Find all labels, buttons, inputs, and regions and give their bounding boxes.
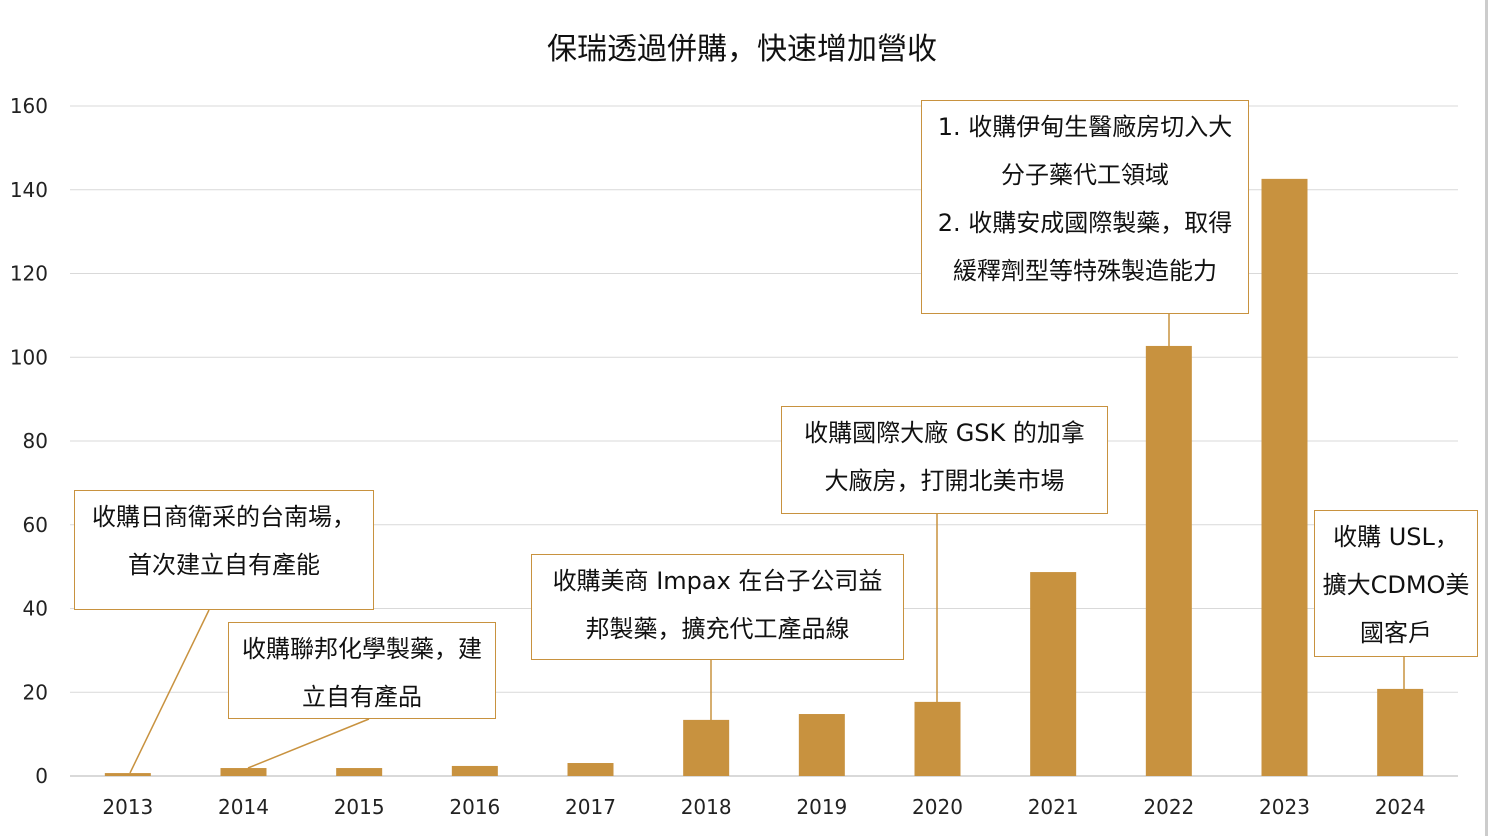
bar-2016	[451, 765, 498, 776]
annotation-2020: 收購國際大廠 GSK 的加拿 大廠房，打開北美市場	[781, 406, 1108, 514]
x-tick-label: 2014	[218, 795, 269, 819]
annotation-line: 1. 收購伊甸生醫廠房切入大	[937, 113, 1233, 141]
x-tick-label: 2013	[102, 795, 153, 819]
bar-2019	[798, 714, 845, 776]
annotation-2018: 收購美商 Impax 在台子公司益 邦製藥，擴充代工產品線	[531, 554, 904, 660]
bar-2022	[1145, 345, 1192, 776]
y-tick-label: 120	[10, 262, 48, 286]
annotation-line: 國客戶	[1360, 619, 1432, 647]
x-tick-label: 2018	[681, 795, 732, 819]
x-tick-label: 2024	[1375, 795, 1426, 819]
bar-2023	[1261, 178, 1308, 777]
bar-2018	[683, 719, 730, 776]
y-tick-label: 160	[10, 94, 48, 118]
y-tick-label: 60	[23, 513, 48, 537]
x-tick-label: 2023	[1259, 795, 1310, 819]
bar-2013	[104, 773, 151, 776]
y-tick-label: 140	[10, 178, 48, 202]
annotation-2024: 收購 USL， 擴大CDMO美 國客戶	[1314, 510, 1478, 657]
y-tick-label: 80	[23, 429, 48, 453]
annotation-line: 邦製藥，擴充代工產品線	[585, 615, 850, 643]
annotation-line: 立自有產品	[302, 683, 422, 711]
x-tick-label: 2017	[565, 795, 616, 819]
annotation-2022: 1. 收購伊甸生醫廠房切入大 分子藥代工領域 2. 收購安成國際製藥，取得 緩釋劑型等…	[921, 100, 1249, 314]
bar-2014	[220, 768, 267, 776]
bar-2020	[914, 701, 961, 776]
chart-title: 保瑞透過併購，快速增加營收	[547, 32, 937, 67]
annotation-line: 收購日商衛采的台南場，	[92, 503, 356, 531]
x-tick-label: 2015	[334, 795, 385, 819]
x-tick-label: 2021	[1028, 795, 1079, 819]
x-tick-label: 2019	[796, 795, 847, 819]
annotation-leader-line	[129, 609, 210, 774]
x-tick-label: 2022	[1143, 795, 1194, 819]
annotation-2014: 收購聯邦化學製藥，建 立自有產品	[228, 622, 496, 719]
annotation-line: 收購聯邦化學製藥，建	[242, 635, 482, 663]
annotation-line: 緩釋劑型等特殊製造能力	[953, 257, 1217, 285]
x-tick-label: 2020	[912, 795, 963, 819]
annotation-2013: 收購日商衛采的台南場， 首次建立自有產能	[74, 490, 374, 610]
y-tick-label: 20	[23, 680, 48, 704]
annotation-line: 收購國際大廠 GSK 的加拿	[804, 419, 1085, 447]
scrollbar-edge	[1485, 0, 1488, 836]
annotation-line: 首次建立自有產能	[128, 551, 320, 579]
annotation-line: 分子藥代工領域	[1001, 161, 1169, 189]
annotation-line: 收購 USL，	[1333, 523, 1459, 551]
bar-2021	[1030, 572, 1077, 776]
bar-2024	[1377, 688, 1424, 776]
annotation-line: 擴大CDMO美	[1322, 571, 1470, 599]
annotation-line: 2. 收購安成國際製藥，取得	[937, 209, 1233, 237]
bar-2017	[567, 763, 614, 776]
x-tick-label: 2016	[449, 795, 500, 819]
y-tick-label: 100	[10, 345, 48, 369]
annotation-line: 收購美商 Impax 在台子公司益	[552, 567, 883, 595]
y-tick-label: 40	[23, 597, 48, 621]
annotation-leader-line	[247, 718, 370, 769]
bar-2015	[336, 768, 383, 776]
y-tick-label: 0	[35, 764, 48, 788]
annotation-line: 大廠房，打開北美市場	[824, 467, 1065, 495]
